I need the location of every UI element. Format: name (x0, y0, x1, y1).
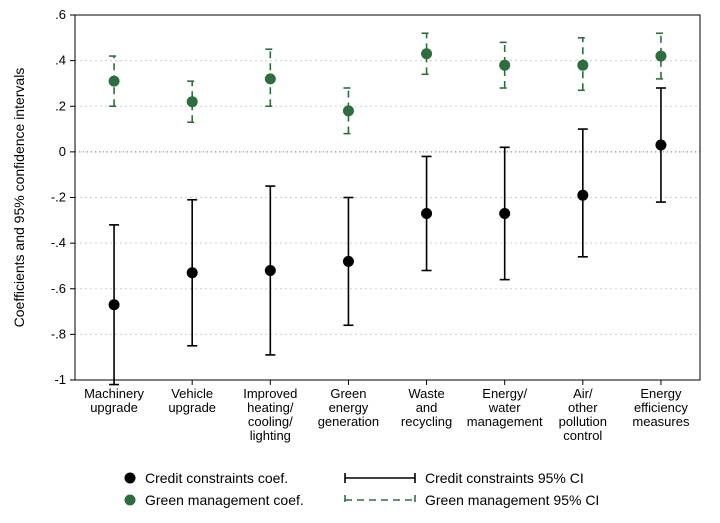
xtick-label: recycling (401, 414, 452, 429)
xtick-label: management (467, 414, 543, 429)
ytick-label: .6 (55, 7, 66, 22)
legend-label: Credit constraints 95% CI (425, 470, 584, 486)
ytick-label: -1 (54, 372, 66, 387)
xtick-label: Vehicle (171, 386, 213, 401)
xtick-label: Waste (408, 386, 444, 401)
xtick-label: water (488, 400, 521, 415)
xtick-label: Improved (243, 386, 297, 401)
coef-marker (343, 256, 354, 267)
xtick-label: control (563, 428, 602, 443)
coef-marker (109, 299, 120, 310)
chart-container: -1-.8-.6-.4-.20.2.4.6MachineryupgradeVeh… (0, 0, 720, 523)
coef-marker (421, 48, 432, 59)
ytick-label: -.6 (51, 281, 66, 296)
xtick-label: cooling/ (248, 414, 293, 429)
legend-label: Green management coef. (145, 492, 304, 508)
coef-marker (655, 51, 666, 62)
xtick-label: other (568, 400, 598, 415)
coef-marker (187, 267, 198, 278)
xtick-label: upgrade (168, 400, 216, 415)
ytick-label: .2 (55, 98, 66, 113)
legend-marker (125, 495, 136, 506)
coef-marker (421, 208, 432, 219)
legend-label: Credit constraints coef. (145, 470, 288, 486)
coef-marker (265, 73, 276, 84)
xtick-label: Energy/ (482, 386, 527, 401)
coef-marker (343, 105, 354, 116)
ytick-label: -.8 (51, 326, 66, 341)
ytick-label: .4 (55, 53, 66, 68)
coef-marker (187, 96, 198, 107)
ytick-label: -.4 (51, 235, 66, 250)
coef-plot-svg: -1-.8-.6-.4-.20.2.4.6MachineryupgradeVeh… (0, 0, 720, 523)
xtick-label: Green (330, 386, 366, 401)
xtick-label: pollution (559, 414, 607, 429)
coef-marker (109, 76, 120, 87)
legend-marker (125, 473, 136, 484)
ytick-label: -.2 (51, 190, 66, 205)
xtick-label: Air/ (573, 386, 593, 401)
xtick-label: lighting (250, 428, 291, 443)
xtick-label: measures (632, 414, 690, 429)
xtick-label: energy (329, 400, 369, 415)
coef-marker (655, 140, 666, 151)
ytick-label: 0 (59, 144, 66, 159)
xtick-label: Energy (640, 386, 682, 401)
xtick-label: and (416, 400, 438, 415)
coef-marker (499, 208, 510, 219)
xtick-label: efficiency (634, 400, 688, 415)
xtick-label: heating/ (247, 400, 294, 415)
y-axis-label: Coefficients and 95% confidence interval… (11, 68, 27, 328)
coef-marker (499, 60, 510, 71)
xtick-label: generation (318, 414, 379, 429)
coef-marker (577, 190, 588, 201)
coef-marker (265, 265, 276, 276)
coef-marker (577, 60, 588, 71)
legend-label: Green management 95% CI (425, 492, 599, 508)
xtick-label: upgrade (90, 400, 138, 415)
xtick-label: Machinery (84, 386, 144, 401)
